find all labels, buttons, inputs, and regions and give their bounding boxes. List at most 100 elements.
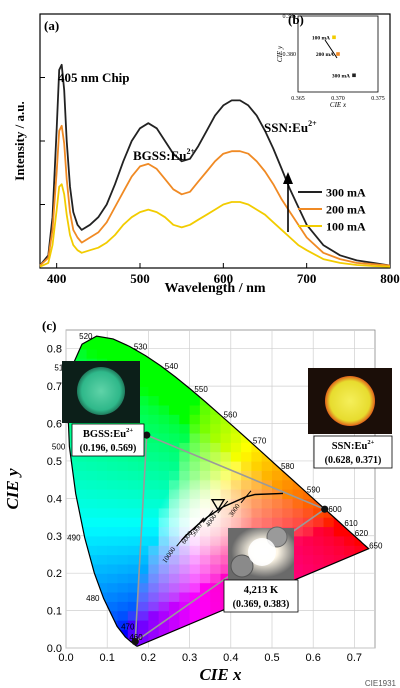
locus-color-cell (292, 498, 304, 509)
cie-x-tick-label: 0.3 (182, 652, 197, 664)
locus-color-cell (313, 517, 325, 528)
panel-label-a: (a) (44, 18, 59, 33)
locus-color-cell (241, 479, 252, 490)
locus-color-cell (158, 601, 170, 612)
locus-color-cell (220, 554, 232, 565)
locus-color-cell (199, 470, 211, 481)
locus-color-cell (117, 470, 129, 481)
locus-color-cell (117, 507, 129, 518)
locus-color-cell (323, 545, 335, 556)
locus-color-cell (179, 386, 191, 397)
wavelength-label: 650 (369, 541, 383, 550)
locus-color-cell (148, 573, 160, 584)
locus-color-cell (127, 489, 139, 499)
locus-color-cell (138, 610, 149, 621)
locus-color-cell (148, 404, 160, 415)
locus-color-cell (138, 404, 149, 415)
spectrum-series-line (39, 183, 391, 268)
locus-color-cell (148, 386, 160, 397)
peak-label-bgss-sup: 2+ (186, 147, 195, 156)
locus-color-cell (117, 339, 129, 350)
locus-color-cell (117, 563, 129, 574)
locus-color-cell (148, 554, 160, 565)
locus-color-cell (333, 535, 345, 546)
locus-color-cell (323, 535, 335, 546)
locus-color-cell (302, 526, 314, 537)
locus-color-cell (107, 545, 119, 556)
wavelength-label: 540 (165, 362, 179, 371)
locus-color-cell (302, 554, 314, 565)
locus-color-cell (169, 376, 180, 387)
locus-color-cell (189, 423, 201, 434)
locus-color-cell (127, 460, 139, 471)
cie-y-tick-label: 0.5 (47, 456, 62, 468)
locus-color-cell (199, 423, 211, 434)
locus-color-cell (251, 479, 263, 490)
white-label-box: 4,213 K (0.369, 0.383) (223, 579, 299, 613)
spectrum-panel: 400 500 600 700 800 (a) Intensity / a.u. Wav… (12, 12, 400, 296)
locus-color-cell (138, 582, 149, 593)
cie-x-tick-label: 0.4 (223, 652, 238, 664)
locus-color-cell (107, 498, 119, 509)
locus-color-cell (251, 460, 263, 471)
locus-color-cell (179, 414, 191, 425)
spectrum-legend: 300 mA 200 mA 100 mA (298, 186, 366, 234)
locus-color-cell (313, 526, 325, 537)
locus-color-cell (220, 432, 232, 443)
locus-color-cell (210, 554, 222, 565)
bgss-label-sup: 2+ (126, 427, 133, 434)
locus-color-cell (138, 517, 149, 528)
bgss-label-box: BGSS:Eu2+ (0.196, 0.569) (71, 423, 145, 457)
locus-color-cell (292, 563, 304, 574)
locus-color-cell (148, 591, 160, 602)
locus-color-cell (138, 358, 149, 369)
locus-color-cell (148, 526, 160, 537)
locus-color-cell (313, 554, 325, 565)
cct-tick (240, 490, 252, 504)
locus-color-cell (76, 451, 88, 462)
locus-color-cell (117, 526, 129, 537)
inset-x-axis-label: CIE x (330, 101, 347, 109)
locus-color-cell (323, 526, 335, 537)
locus-color-cell (86, 498, 98, 509)
locus-color-cell (261, 498, 273, 509)
locus-color-cell (230, 432, 242, 443)
current-arrow (283, 172, 293, 232)
peak-label-ssn-text: SSN:Eu (264, 120, 308, 135)
bgss-label-text: BGSS:Eu (83, 429, 126, 440)
locus-color-cell (148, 358, 160, 369)
locus-color-cell (96, 498, 108, 509)
locus-color-cell (210, 573, 222, 584)
panel-label-c: (c) (42, 318, 56, 333)
cie-y-tick-label: 0.0 (47, 643, 62, 655)
locus-color-cell (117, 582, 129, 593)
locus-color-cell (148, 376, 160, 387)
locus-color-cell (96, 336, 108, 340)
locus-color-cell (169, 386, 180, 397)
legend-label: 300 mA (326, 186, 366, 200)
locus-color-cell (148, 479, 160, 490)
locus-color-cell (354, 545, 366, 556)
ssn-led-photo (308, 368, 392, 434)
locus-color-cell (169, 582, 180, 593)
locus-color-cell (189, 414, 201, 425)
locus-color-cell (199, 554, 211, 565)
cie-y-axis-label: CIE y (3, 468, 22, 510)
cie-x-tick-label: 0.5 (264, 652, 279, 664)
locus-color-cell (127, 535, 139, 546)
locus-color-cell (107, 601, 119, 612)
locus-color-cell (86, 339, 98, 350)
locus-color-cell (76, 479, 88, 490)
locus-color-cell (230, 479, 242, 490)
inset-x-tick-label: 0.375 (371, 96, 385, 102)
spectrum-x-tick-label: 600 (214, 271, 234, 286)
locus-color-cell (148, 460, 160, 471)
locus-color-cell (179, 423, 191, 434)
locus-color-cell (210, 451, 222, 462)
locus-color-cell (199, 582, 211, 593)
locus-color-cell (96, 451, 108, 462)
locus-color-cell (179, 442, 191, 453)
locus-color-cell (179, 395, 191, 406)
locus-color-cell (138, 629, 149, 640)
locus-color-cell (127, 619, 139, 630)
